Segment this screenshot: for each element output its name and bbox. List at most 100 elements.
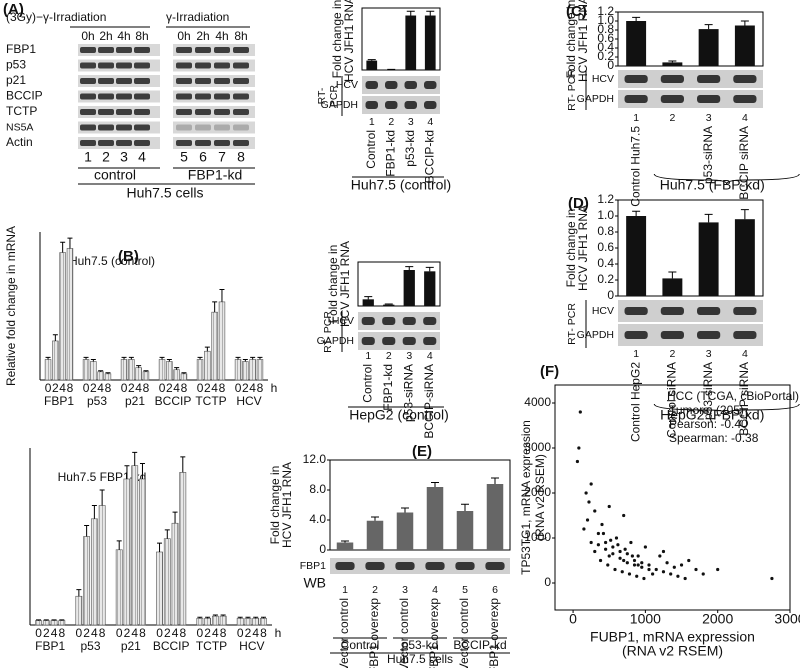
time-label: 8h [135,29,148,43]
x-tick-label: Control Huh7.5 [628,126,642,207]
lane-number: 5 [180,149,188,165]
point [598,558,603,563]
panel-label: (C) [566,3,587,20]
blot-strip [330,558,510,574]
y-tick-label: 0.8 [597,224,614,238]
error-bar [67,237,73,249]
blot-band [404,81,417,89]
x-tick-label: 4 [51,626,58,640]
error-bar [180,456,186,473]
x-tick-label: 4 [173,381,180,395]
point [654,567,658,572]
blot-method: RT- PCR [566,69,578,111]
point [611,545,615,549]
bar [196,359,204,381]
blot-band [98,93,114,100]
point [647,567,651,572]
blot-band [660,331,684,339]
blot-strip [362,76,440,94]
point [618,556,622,560]
blot-band [385,81,398,89]
y-axis-title: (RNA v2 RSEM) [533,454,547,541]
blot-row-label: HCV [592,305,614,317]
blot-band [697,331,721,339]
lane-number: 1 [633,112,639,124]
bar [396,512,414,550]
blot-band [80,93,96,100]
group-label: p53 [80,639,100,653]
blot-band [624,75,648,83]
blot-method: RT- [316,87,328,104]
bar [662,278,683,296]
bar [104,373,112,381]
y-axis-title: Fold change in [564,0,578,78]
point [616,543,620,547]
unit-label: h [275,626,282,640]
blot-band [404,101,417,109]
bar [236,618,244,626]
x-tick-label: Vector control [337,598,351,668]
y-axis-title: HCV JFH1 RNA [280,462,294,548]
error-bar [124,465,130,479]
point [600,522,604,527]
blot-row-label: Actin [6,135,33,149]
error-bar [219,289,225,302]
lane-number: 1 [84,149,92,165]
lane-number: 1 [633,348,639,360]
y-tick-label: 4.0 [309,512,326,526]
blot-band [402,317,416,325]
y-axis-title: HCV JFH1 RNA [576,0,590,82]
point [676,574,680,578]
x-tick-label: 4 [97,381,104,395]
error-bar [172,511,178,524]
point [625,552,629,556]
panel-label: (F) [540,363,559,380]
group-label: TCTP [195,394,226,408]
group-label: HCV [239,639,264,653]
error-bar [364,296,373,300]
blot-strip [173,121,255,134]
point [604,540,608,545]
blot-band [233,140,249,146]
error-bar [157,542,163,552]
bar [128,359,135,381]
blot-band [402,337,416,345]
blot-band [80,62,96,69]
brace [653,403,800,415]
error-bar [668,60,677,63]
blot-band [214,93,230,100]
lane-number: 8 [237,149,245,165]
bar [83,536,91,626]
error-bar [431,482,439,487]
x-tick-label: 4 [59,381,66,395]
y-axis-title: Fold change in [330,0,344,78]
lane-number: 3 [706,348,712,360]
bar [734,25,755,66]
error-bar [43,619,49,621]
x-axis-title: FUBP1, mRNA expression [590,629,755,645]
x-tick-label: 4 [135,381,142,395]
error-bar [740,209,749,220]
blot-band [214,47,230,53]
blot-band [134,62,150,69]
x-tick-label: 2 [204,626,211,640]
blot-strip [358,312,440,330]
blot-band [134,78,150,84]
point [683,576,687,581]
blot-strip [358,332,440,350]
x-tick-label: 4 [252,626,259,640]
blot-band [176,109,192,115]
error-bar [197,616,203,619]
time-label: 0h [177,29,190,43]
blot-band [365,101,378,109]
error-bar [60,241,66,253]
bar [244,618,252,626]
annotation: Spearman: -0.38 [669,431,759,445]
bar [142,371,150,381]
error-bar [164,529,170,539]
point [625,561,629,565]
error-bar [121,356,127,360]
x-tick-label: 8 [220,626,227,640]
point [679,563,684,567]
annotation: Tumors: (205) [669,403,744,417]
